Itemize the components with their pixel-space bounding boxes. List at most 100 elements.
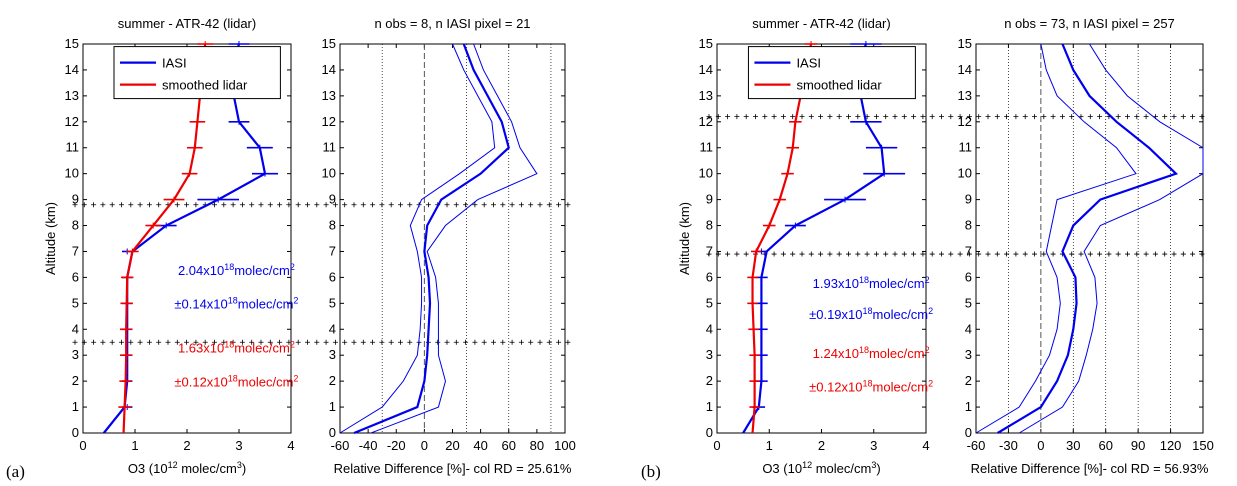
height-marker-plus	[873, 114, 879, 120]
height-marker-plus	[1143, 251, 1149, 257]
height-marker-plus	[1041, 114, 1047, 120]
height-marker-plus	[305, 339, 310, 345]
y-tick-label: 10	[322, 166, 336, 181]
height-marker-plus	[146, 202, 152, 208]
height-marker-plus	[128, 339, 134, 345]
height-marker-plus	[81, 202, 87, 208]
column-annotation: 1.63x1018molec/cm2	[178, 340, 295, 356]
y-tick-label: 14	[65, 62, 79, 77]
height-marker-plus	[500, 202, 506, 208]
height-marker-plus	[565, 202, 571, 208]
plot-frame	[975, 43, 1204, 434]
series-line-iasi	[102, 43, 267, 434]
height-marker-plus	[771, 251, 777, 257]
height-marker-plus	[920, 251, 926, 257]
height-marker-plus	[528, 202, 534, 208]
height-marker-plus	[165, 339, 171, 345]
y-tick-label: 9	[329, 192, 336, 207]
y-tick-label: 15	[958, 36, 972, 51]
y-tick-label: 4	[329, 321, 336, 336]
height-marker-plus	[743, 251, 749, 257]
height-marker-plus	[911, 251, 917, 257]
legend-box	[113, 46, 281, 100]
height-marker-plus	[1162, 251, 1168, 257]
height-marker-plus	[398, 339, 403, 345]
y-tick-label: 11	[959, 140, 973, 155]
height-marker-plus	[790, 251, 796, 257]
y-tick-label: 3	[706, 347, 713, 362]
height-marker-plus	[1134, 251, 1140, 257]
height-marker-plus	[277, 339, 283, 345]
height-marker-plus	[351, 202, 357, 208]
y-tick-label: 13	[322, 88, 336, 103]
height-marker-plus	[202, 339, 208, 345]
x-tick-label: -60	[331, 438, 350, 453]
height-marker-plus	[994, 114, 1000, 120]
height-marker-plus	[221, 202, 227, 208]
height-marker-plus	[546, 339, 552, 345]
height-marker-plus	[836, 114, 842, 120]
chart-4: n obs = 73, n IASI pixel = 2570123456789…	[958, 16, 1214, 476]
height-marker-plus	[734, 114, 740, 120]
height-marker-plus	[491, 339, 496, 345]
height-marker-plus	[184, 202, 190, 208]
height-marker-plus	[72, 339, 78, 345]
height-marker-plus	[305, 202, 310, 208]
height-marker-plus	[1190, 114, 1196, 120]
y-tick-label: 4	[72, 321, 79, 336]
height-marker-plus	[444, 202, 450, 208]
height-marker-plus	[725, 114, 731, 120]
height-marker-plus	[388, 202, 394, 208]
height-marker-plus	[537, 202, 543, 208]
series-line-mean	[997, 43, 1179, 434]
height-marker-plus	[790, 114, 796, 120]
height-marker-plus	[546, 202, 552, 208]
height-marker-plus	[846, 114, 851, 120]
x-axis-label: Relative Difference [%]- col RD = 25.61%	[334, 461, 572, 476]
height-marker-plus	[929, 251, 935, 257]
height-marker-plus	[221, 339, 227, 345]
height-marker-plus	[212, 202, 217, 208]
height-marker-plus	[556, 202, 562, 208]
height-marker-plus	[193, 202, 199, 208]
height-marker-plus	[100, 202, 106, 208]
y-tick-label: 15	[322, 36, 336, 51]
y-tick-label: 4	[965, 321, 972, 336]
x-tick-label: 150	[1192, 438, 1214, 453]
height-marker-plus	[407, 339, 413, 345]
x-tick-label: 20	[445, 438, 459, 453]
height-marker-plus	[481, 202, 487, 208]
height-marker-plus	[267, 339, 273, 345]
height-marker-plus	[743, 114, 749, 120]
y-tick-label: 3	[72, 347, 79, 362]
height-marker-plus	[948, 251, 954, 257]
y-tick-label: 14	[322, 62, 336, 77]
y-tick-label: 0	[706, 425, 713, 440]
series-line-iasi	[742, 43, 886, 434]
height-marker-plus	[1171, 251, 1177, 257]
height-marker-plus	[966, 251, 972, 257]
height-marker-plus	[808, 251, 814, 257]
y-tick-label: 6	[329, 269, 336, 284]
y-tick-label: 8	[329, 218, 336, 233]
height-marker-plus	[948, 114, 954, 120]
y-tick-label: 11	[66, 140, 80, 155]
height-marker-plus	[827, 114, 833, 120]
y-tick-label: 10	[958, 166, 972, 181]
legend-box	[747, 46, 916, 100]
x-tick-label: -20	[387, 438, 406, 453]
height-marker-plus	[957, 251, 963, 257]
series-line-upper	[370, 43, 538, 434]
x-tick-label: 4	[922, 438, 929, 453]
height-marker-plus	[1106, 251, 1112, 257]
height-marker-plus	[435, 339, 441, 345]
height-marker-plus	[1097, 251, 1103, 257]
height-marker-plus	[360, 339, 366, 345]
x-tick-label: 30	[1066, 438, 1080, 453]
y-tick-label: 11	[700, 140, 714, 155]
y-tick-label: 1	[72, 399, 79, 414]
height-marker-plus	[556, 339, 562, 345]
height-marker-plus	[864, 251, 870, 257]
y-tick-label: 9	[706, 192, 713, 207]
y-tick-label: 3	[329, 347, 336, 362]
